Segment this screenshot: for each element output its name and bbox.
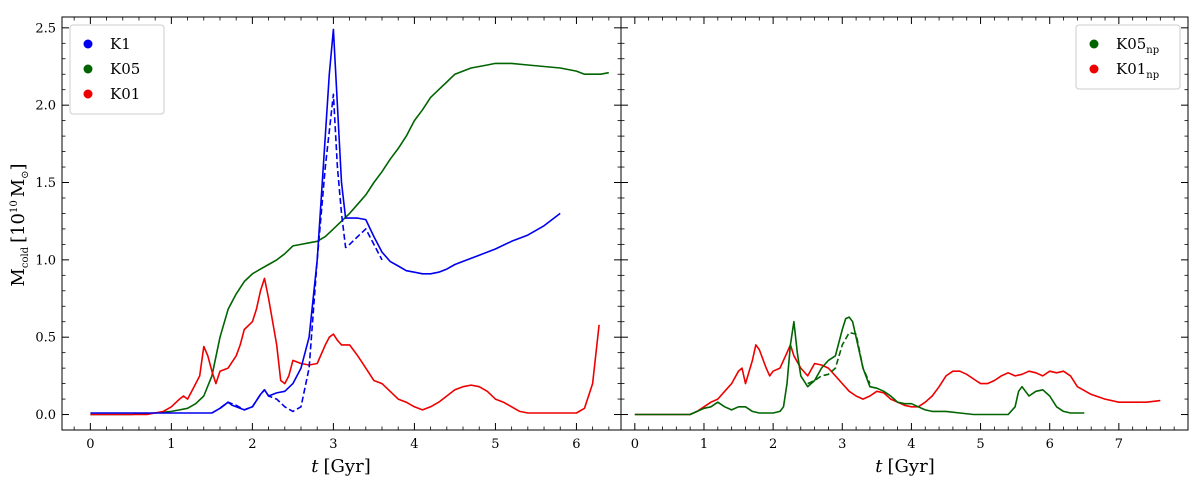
x-tick-label: 2: [248, 437, 256, 452]
legend-label: K05np: [1116, 35, 1159, 56]
x-tick-label: 1: [167, 437, 175, 452]
ylabel-unit-sun: ⊙: [20, 170, 31, 178]
xlabel-left-var: t: [311, 456, 319, 477]
legend: K1 K05 K01: [69, 24, 165, 115]
x-tick-label: 4: [907, 437, 915, 452]
x-tick-label: 7: [1115, 437, 1123, 452]
ylabel-sub: cold: [20, 246, 31, 268]
legend-box: [69, 24, 165, 115]
series-group: [90, 28, 609, 416]
xlabel-right-unit: [Gyr]: [888, 456, 935, 477]
legend-label: K05: [110, 60, 140, 78]
x-tick-label: 6: [1046, 437, 1054, 452]
x-tick-label: 6: [572, 437, 580, 452]
series-line-k05np: [634, 316, 1085, 416]
legend-marker: [83, 39, 93, 49]
y-tick-label: 0.0: [35, 408, 56, 423]
x-tick-label: 5: [491, 437, 499, 452]
legend-marker: [83, 89, 93, 99]
legend-marker: [1089, 39, 1099, 49]
legend-label: K1: [110, 35, 131, 53]
x-tick-label: 4: [410, 437, 418, 452]
ylabel-main: M: [8, 268, 29, 286]
x-tick-label: 1: [700, 437, 708, 452]
y-tick-label: 0.5: [35, 331, 56, 346]
series-line-dashed-3: [219, 93, 383, 413]
y-tick-label: 1.0: [35, 253, 56, 268]
y-axis-label: Mcold[1010M⊙]: [8, 163, 31, 286]
x-tick-label: 2: [769, 437, 777, 452]
series-group: [634, 316, 1161, 416]
series-line-dashed-2: [807, 331, 871, 385]
right-panel: 0 1 2 3 4 5 6 7 K05np K01np: [620, 16, 1189, 452]
series-line-k01: [90, 277, 600, 416]
x-tick-label: 3: [838, 437, 846, 452]
ylabel-unit-close: ]: [8, 163, 29, 170]
x-axis-label-right: t [Gyr]: [875, 456, 934, 477]
y-tick-label: 2.5: [35, 21, 56, 36]
legend-label: K01np: [1116, 60, 1159, 81]
x-axis-label-left: t [Gyr]: [311, 456, 370, 477]
series-line-k01np: [634, 344, 1161, 416]
y-tick-label: 1.5: [35, 176, 56, 191]
ylabel-unit-exp: 10: [9, 200, 20, 213]
ylabel-unit-pre: [10: [8, 213, 29, 243]
left-panel: 0 1 2 3 4 5 6 0.0 0.5 1.0 1.5 2.0 2.5 K1 K05 K01: [35, 16, 622, 452]
legend: K05np K01np: [1075, 24, 1181, 90]
axes-frame: [620, 16, 1189, 431]
x-tick-label: 3: [329, 437, 337, 452]
legend-box: [1075, 24, 1181, 90]
xlabel-left-unit: [Gyr]: [324, 456, 371, 477]
ylabel-unit-post: M: [8, 179, 29, 197]
xlabel-right-var: t: [875, 456, 883, 477]
legend-marker: [1089, 64, 1099, 74]
legend-marker: [83, 64, 93, 74]
x-tick-label: 0: [631, 437, 639, 452]
x-tick-label: 5: [976, 437, 984, 452]
y-tick-label: 2.0: [35, 99, 56, 114]
x-tick-label: 0: [86, 437, 94, 452]
legend-label: K01: [110, 85, 140, 103]
series-line-k05: [90, 62, 609, 416]
